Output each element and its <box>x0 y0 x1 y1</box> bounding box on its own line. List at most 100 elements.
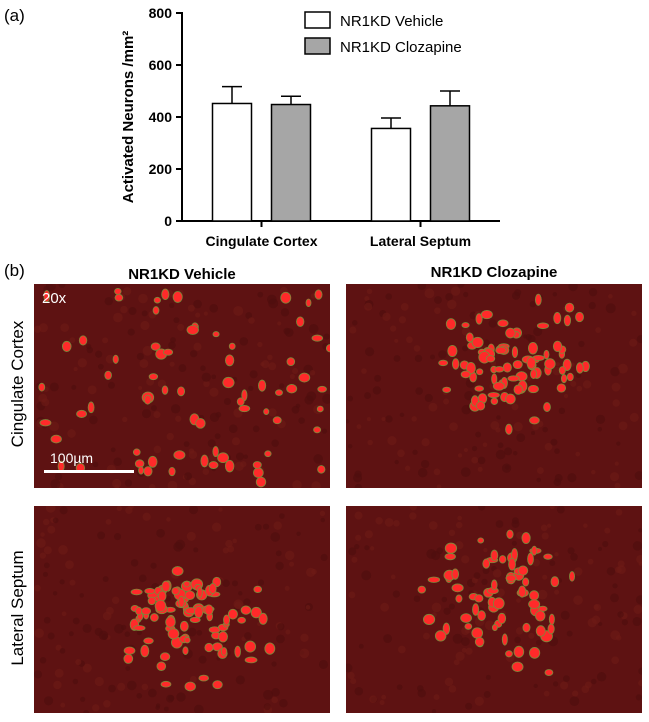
activated-neuron <box>575 311 584 323</box>
tissue-speckle <box>114 533 122 541</box>
tissue-speckle <box>457 284 465 288</box>
tissue-speckle <box>638 667 642 675</box>
activated-neuron <box>434 630 447 642</box>
tissue-speckle <box>354 544 360 550</box>
tissue-speckle <box>477 456 486 465</box>
activated-neuron <box>521 532 531 544</box>
activated-neuron <box>445 318 457 330</box>
activated-neuron <box>497 612 507 624</box>
tissue-speckle <box>431 551 441 561</box>
tissue-speckle <box>398 645 406 654</box>
bar <box>370 127 412 222</box>
tissue-speckle <box>122 287 132 296</box>
scale-bar <box>44 470 134 473</box>
micrograph-septum-clozapine <box>346 506 642 713</box>
activated-neuron <box>159 652 171 662</box>
tissue-speckle <box>110 447 116 453</box>
activated-neuron <box>156 661 167 671</box>
tissue-speckle <box>638 561 642 566</box>
activated-neuron <box>240 605 252 615</box>
tissue-speckle <box>202 468 210 475</box>
tissue-speckle <box>415 387 423 395</box>
tissue-speckle <box>68 631 74 637</box>
activated-neuron <box>522 622 531 633</box>
tissue-speckle <box>474 696 484 706</box>
tissue-speckle <box>92 704 100 712</box>
activated-neuron <box>491 624 498 632</box>
tissue-speckle <box>116 506 123 512</box>
activated-neuron <box>527 384 539 394</box>
tissue-speckle <box>617 363 628 374</box>
tissue-speckle <box>558 407 566 415</box>
tissue-speckle <box>153 411 161 419</box>
activated-neuron <box>161 288 170 301</box>
tissue-speckle <box>94 627 103 636</box>
tissue-speckle <box>271 688 280 697</box>
tissue-speckle <box>103 700 111 708</box>
activated-neuron <box>529 416 540 425</box>
activated-neuron <box>263 408 270 415</box>
activated-neuron <box>505 423 513 435</box>
tissue-speckle <box>267 354 273 361</box>
tissue-speckle <box>364 302 373 311</box>
y-tick-label: 600 <box>149 57 173 73</box>
tissue-speckle <box>461 647 467 653</box>
tissue-speckle <box>299 648 310 659</box>
activated-neuron <box>548 613 555 626</box>
column-header-clozapine: NR1KD Clozapine <box>430 264 558 281</box>
tissue-speckle <box>481 578 488 585</box>
micrograph-cingulate-clozapine <box>346 284 642 488</box>
tissue-speckle <box>364 530 373 539</box>
tissue-speckle <box>141 310 148 317</box>
legend-swatch <box>304 37 331 55</box>
activated-neuron <box>471 336 484 348</box>
tissue-speckle <box>497 442 504 449</box>
tissue-speckle <box>279 383 285 389</box>
tissue-speckle <box>323 333 330 340</box>
activated-neuron <box>258 379 267 392</box>
activated-neuron <box>502 362 512 373</box>
activated-neuron <box>547 623 555 635</box>
tissue-speckle <box>528 632 535 639</box>
tissue-speckle <box>95 350 103 358</box>
activated-neuron <box>157 590 167 602</box>
activated-neuron <box>186 324 199 335</box>
tissue-speckle <box>186 531 196 541</box>
tissue-speckle <box>526 376 532 382</box>
tissue-speckle <box>513 422 523 432</box>
tissue-speckle <box>275 550 282 557</box>
activated-neuron <box>252 467 264 479</box>
tissue-speckle <box>634 471 642 480</box>
tissue-speckle <box>436 484 442 488</box>
activated-neuron <box>480 309 493 320</box>
activated-neuron <box>444 553 456 561</box>
tissue-speckle <box>483 339 490 346</box>
tissue-speckle <box>412 449 418 455</box>
tissue-speckle <box>621 619 628 626</box>
tissue-speckle <box>189 675 197 683</box>
activated-neuron <box>296 316 305 327</box>
activated-neuron <box>78 335 88 346</box>
tissue-speckle <box>567 473 577 483</box>
tissue-speckle <box>477 466 483 472</box>
row-label-lateral-septum: Lateral Septum <box>8 550 27 666</box>
tissue-speckle <box>638 528 642 533</box>
activated-neuron <box>298 372 311 383</box>
activated-neuron <box>494 366 505 373</box>
tissue-speckle <box>243 454 248 459</box>
activated-neuron <box>556 383 567 393</box>
activated-neuron <box>255 476 267 488</box>
tissue-speckle <box>559 681 569 690</box>
tissue-speckle <box>245 312 253 319</box>
tissue-speckle <box>98 363 104 370</box>
tissue-speckle <box>591 678 597 685</box>
activated-neuron <box>465 332 474 343</box>
tissue-speckle <box>591 469 596 475</box>
tissue-speckle <box>413 595 421 603</box>
activated-neuron <box>464 623 473 630</box>
activated-neuron <box>184 590 196 601</box>
tissue-speckle <box>47 525 56 534</box>
activated-neuron <box>474 636 485 647</box>
tissue-speckle <box>385 293 393 300</box>
tissue-speckle <box>248 317 255 324</box>
